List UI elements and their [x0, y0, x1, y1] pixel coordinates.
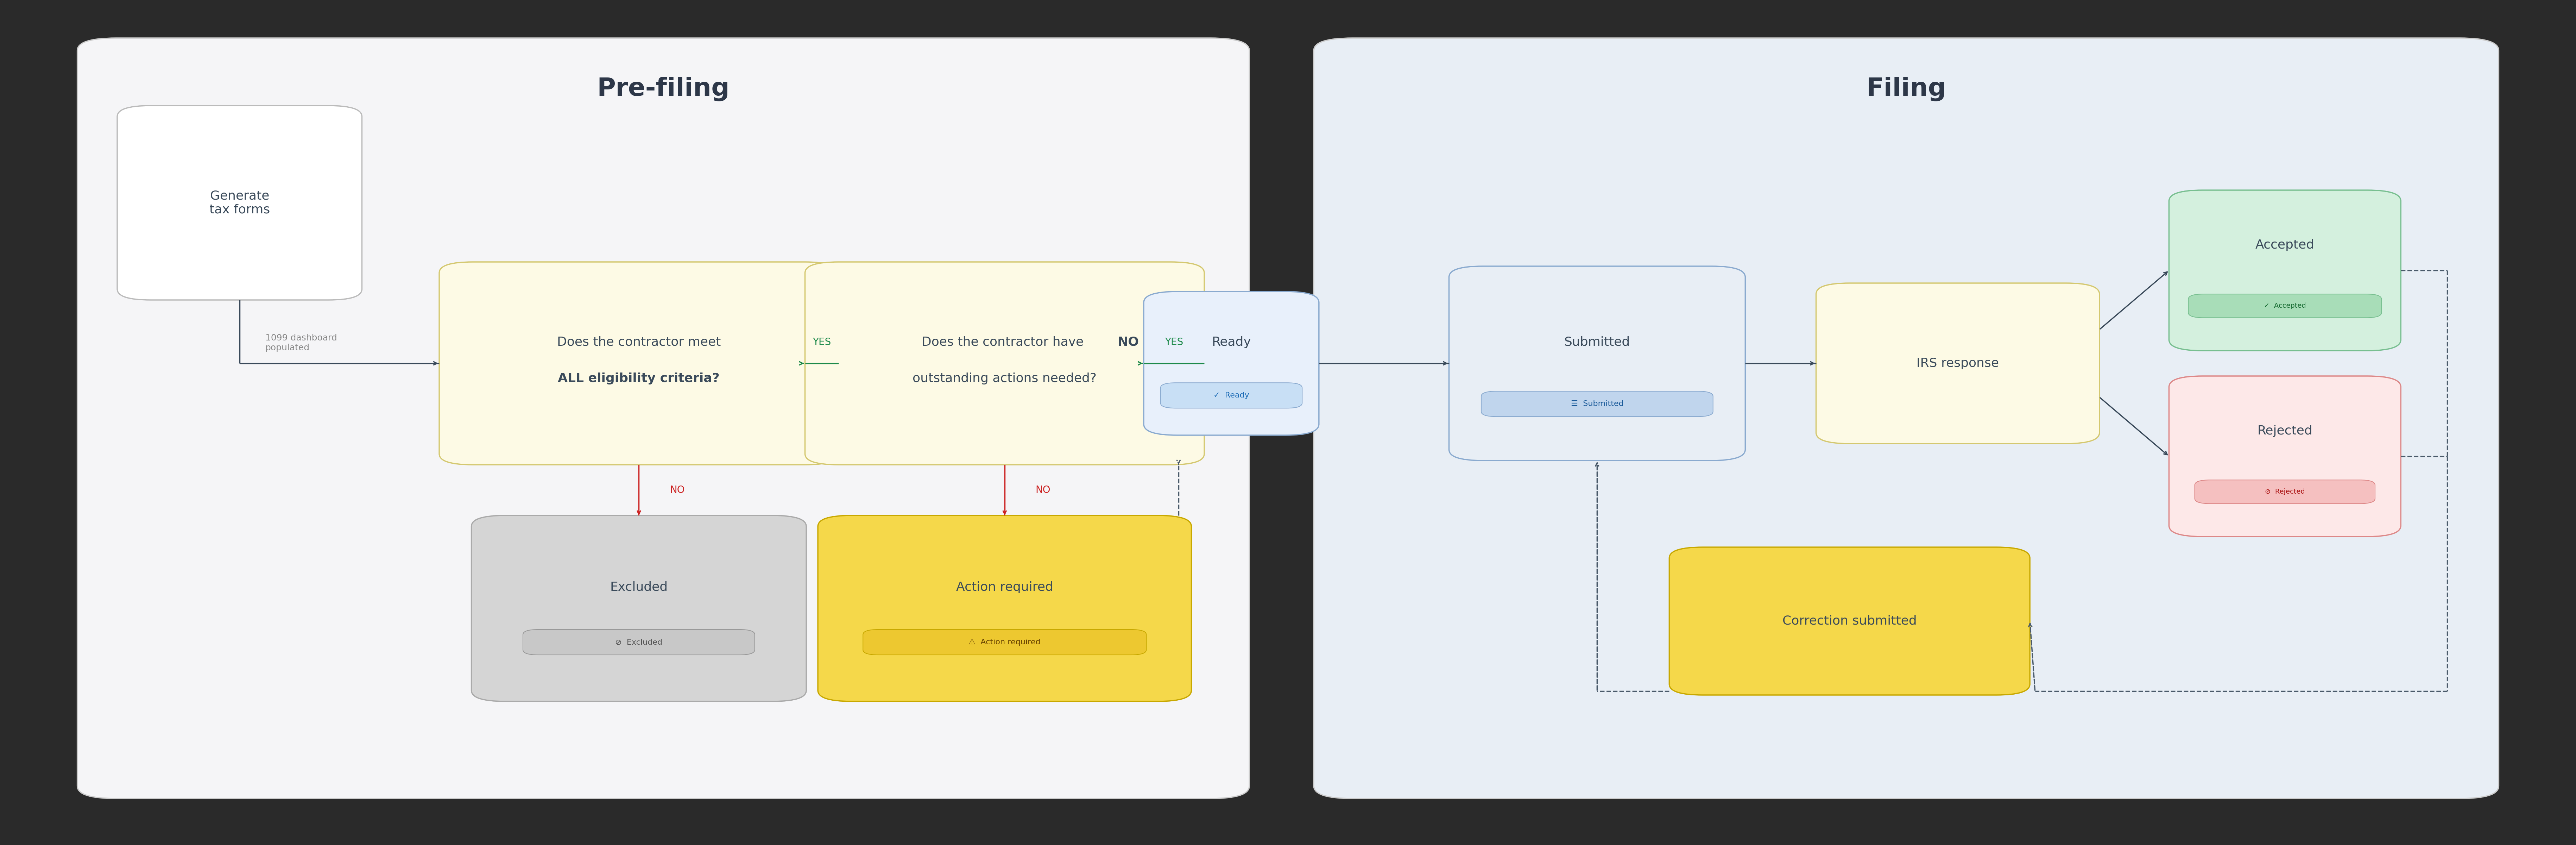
Text: Filing: Filing — [1865, 77, 1947, 101]
Text: ⊘  Excluded: ⊘ Excluded — [616, 639, 662, 646]
Text: Accepted: Accepted — [2257, 239, 2313, 251]
FancyBboxPatch shape — [471, 515, 806, 701]
FancyBboxPatch shape — [819, 515, 1190, 701]
Text: ALL eligibility criteria?: ALL eligibility criteria? — [559, 373, 719, 384]
Text: 1099 dashboard
populated: 1099 dashboard populated — [265, 334, 337, 352]
FancyBboxPatch shape — [77, 38, 1249, 799]
FancyBboxPatch shape — [1816, 283, 2099, 444]
FancyBboxPatch shape — [438, 262, 840, 465]
FancyBboxPatch shape — [804, 262, 1206, 465]
FancyBboxPatch shape — [1448, 266, 1747, 461]
Text: Ready: Ready — [1211, 336, 1252, 348]
Text: ⊘  Rejected: ⊘ Rejected — [2264, 488, 2306, 495]
FancyBboxPatch shape — [1481, 391, 1713, 417]
FancyBboxPatch shape — [1144, 292, 1319, 435]
Text: ⚠  Action required: ⚠ Action required — [969, 639, 1041, 646]
Text: outstanding actions needed?: outstanding actions needed? — [912, 373, 1097, 384]
Text: Rejected: Rejected — [2257, 425, 2313, 437]
FancyBboxPatch shape — [523, 630, 755, 655]
Text: IRS response: IRS response — [1917, 357, 1999, 369]
Text: NO: NO — [1118, 336, 1139, 348]
Text: YES: YES — [1164, 337, 1182, 347]
Text: Does the contractor meet: Does the contractor meet — [556, 336, 721, 348]
Text: Generate
tax forms: Generate tax forms — [209, 190, 270, 215]
Text: Submitted: Submitted — [1564, 336, 1631, 348]
Text: NO: NO — [1036, 485, 1051, 495]
FancyBboxPatch shape — [863, 630, 1146, 655]
FancyBboxPatch shape — [1669, 548, 2030, 695]
Text: ✓  Accepted: ✓ Accepted — [2264, 303, 2306, 309]
FancyBboxPatch shape — [118, 106, 361, 300]
FancyBboxPatch shape — [2169, 376, 2401, 537]
Text: Does the contractor have: Does the contractor have — [922, 336, 1087, 348]
FancyBboxPatch shape — [1314, 38, 2499, 799]
Text: Pre-filing: Pre-filing — [598, 77, 729, 101]
Text: Action required: Action required — [956, 581, 1054, 593]
Text: Excluded: Excluded — [611, 581, 667, 593]
FancyBboxPatch shape — [1159, 383, 1301, 408]
FancyBboxPatch shape — [2190, 294, 2380, 318]
Text: Correction submitted: Correction submitted — [1783, 615, 1917, 627]
Text: ☰  Submitted: ☰ Submitted — [1571, 401, 1623, 407]
FancyBboxPatch shape — [2169, 190, 2401, 351]
Text: YES: YES — [811, 337, 832, 347]
Text: NO: NO — [670, 485, 685, 495]
Text: ✓  Ready: ✓ Ready — [1213, 392, 1249, 399]
FancyBboxPatch shape — [2195, 480, 2375, 504]
